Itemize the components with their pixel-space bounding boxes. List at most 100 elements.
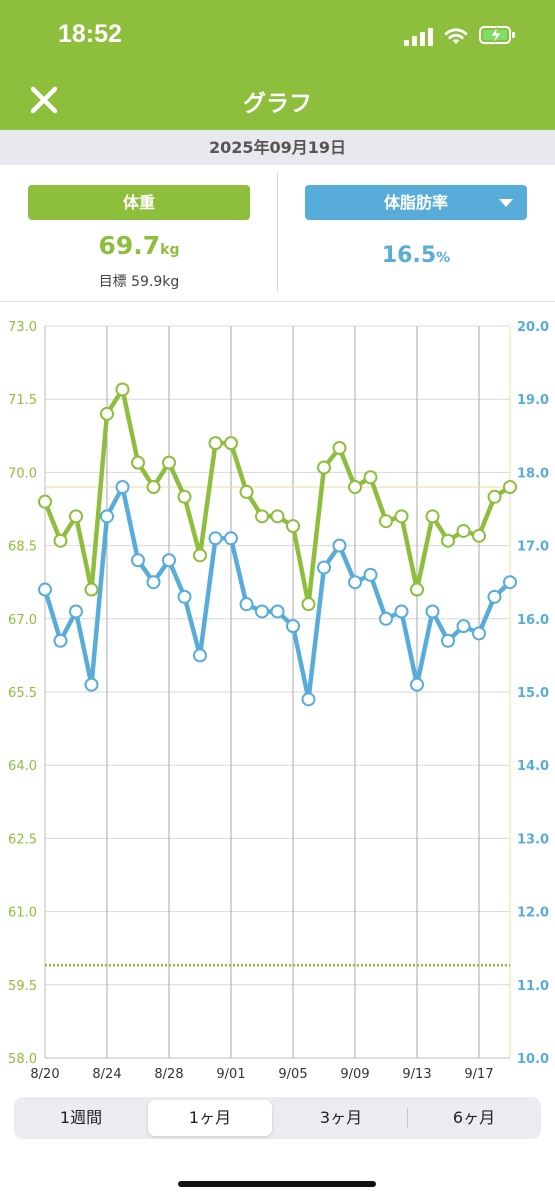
x-tick-label: 9/05 (278, 1067, 307, 1082)
weight-data-point (208, 436, 223, 451)
y-right-tick-label: 18.0 (517, 466, 549, 481)
body-fat-data-point (177, 589, 192, 604)
weight-data-point (115, 382, 130, 397)
nav-bar: グラフ (0, 72, 555, 130)
y-right-tick-label: 12.0 (517, 906, 549, 921)
body-fat-data-point (503, 575, 517, 590)
x-tick-label: 8/24 (92, 1067, 121, 1082)
y-right-tick-label: 14.0 (517, 759, 549, 774)
weight-body-fat-chart: 73.0 20.0 71.5 19.0 70.0 18.0 68.5 17.0 67.0 16.0… (8, 320, 549, 1082)
weight-data-point (38, 494, 52, 509)
page-title: グラフ (243, 91, 312, 117)
body-fat-data-point (487, 589, 502, 604)
y-left-tick-label: 73.0 (8, 320, 37, 335)
cellular-signal-icon (404, 28, 434, 46)
body-fat-data-point (332, 538, 347, 553)
y-right-tick-label: 15.0 (517, 686, 549, 701)
x-tick-label: 9/01 (216, 1067, 245, 1082)
body-fat-data-point (472, 626, 486, 641)
body-fat-data-point (162, 553, 176, 568)
weight-data-point (146, 480, 161, 495)
weight-data-point (131, 455, 145, 470)
body-fat-unit: % (436, 250, 451, 266)
tab-1-week[interactable]: 1週間 (59, 1108, 103, 1127)
x-tick-label: 9/09 (340, 1067, 369, 1082)
weight-data-point (301, 597, 316, 612)
body-fat-data-point (84, 677, 99, 692)
y-left-tick-label: 64.0 (8, 759, 37, 774)
body-fat-number: 16.5 (381, 243, 437, 268)
body-fat-data-point (224, 531, 238, 546)
y-left-tick-label: 67.0 (8, 613, 37, 628)
close-icon[interactable] (28, 84, 60, 116)
weight-data-point (472, 528, 486, 543)
weight-series-line (42, 387, 513, 607)
y-left-tick-label: 59.5 (8, 979, 37, 994)
weight-button[interactable]: 体重 (28, 185, 250, 220)
body-fat-data-point (425, 604, 440, 619)
body-fat-data-point (193, 648, 207, 663)
chevron-down-icon (499, 199, 513, 207)
weight-data-point (239, 484, 254, 499)
home-indicator (178, 1181, 376, 1187)
y-left-tick-label: 68.5 (8, 540, 37, 555)
tab-1-month[interactable]: 1ヶ月 (148, 1100, 272, 1136)
x-tick-label: 9/13 (402, 1067, 431, 1082)
weight-data-point (84, 582, 99, 597)
tab-3-months[interactable]: 3ヶ月 (319, 1108, 363, 1127)
battery-charging-icon (479, 26, 515, 44)
weight-value: 69.7kg (28, 231, 250, 260)
x-tick-label: 8/28 (154, 1067, 183, 1082)
period-tabs: 1週間 1ヶ月 3ヶ月 6ヶ月 (14, 1097, 541, 1139)
body-fat-data-point (286, 619, 300, 634)
body-fat-dropdown[interactable]: 体脂肪率 (305, 185, 527, 220)
body-fat-data-point (410, 677, 424, 692)
y-right-tick-label: 19.0 (517, 393, 549, 408)
body-fat-data-point (115, 480, 130, 495)
weight-data-point (332, 441, 347, 455)
y-right-tick-label: 13.0 (517, 832, 549, 847)
weight-data-point (286, 519, 300, 534)
y-right-tick-label: 20.0 (517, 320, 549, 335)
weight-data-point (177, 489, 192, 504)
status-bar: 18:52 (0, 0, 555, 72)
x-tick-label: 8/20 (30, 1067, 59, 1082)
weight-data-point (53, 533, 68, 548)
body-fat-data-point (317, 560, 331, 575)
y-left-tick-label: 70.0 (8, 466, 37, 481)
weight-data-point (193, 548, 207, 563)
weight-number: 69.7 (98, 231, 161, 260)
body-fat-data-point (441, 633, 455, 648)
weight-target: 目標 59.9kg (98, 274, 180, 290)
x-tick-label: 9/17 (464, 1067, 493, 1082)
body-fat-data-point (363, 567, 378, 582)
weight-data-point (503, 480, 517, 495)
body-fat-data-point (379, 611, 393, 626)
y-left-tick-label: 58.0 (8, 1052, 37, 1067)
weight-data-point (441, 533, 455, 548)
weight-data-point (379, 514, 393, 529)
weight-unit: kg (160, 242, 180, 258)
tab-6-months[interactable]: 6ヶ月 (452, 1108, 496, 1127)
y-left-tick-label: 65.5 (8, 686, 37, 701)
date-label: 2025年09月19日 (0, 130, 555, 165)
y-left-tick-label: 71.5 (8, 393, 37, 408)
weight-data-point (162, 455, 176, 470)
y-right-tick-label: 17.0 (517, 540, 549, 555)
body-fat-data-point (38, 582, 52, 597)
body-fat-data-point (239, 597, 254, 612)
y-right-tick-label: 11.0 (517, 979, 549, 994)
weight-data-point (348, 480, 362, 495)
body-fat-data-point (146, 575, 161, 590)
weight-data-point (363, 470, 378, 485)
body-fat-data-point (348, 575, 362, 590)
summary-panel: 体重 69.7kg 目標 59.9kg 体脂肪率 16.5% (0, 165, 555, 302)
body-fat-data-point (255, 604, 269, 619)
weight-data-point (270, 509, 285, 524)
weight-data-point (425, 509, 440, 524)
y-left-tick-label: 61.0 (8, 906, 37, 921)
y-right-tick-label: 10.0 (517, 1052, 549, 1067)
body-fat-data-point (270, 604, 285, 619)
body-fat-label: 体脂肪率 (383, 193, 448, 212)
body-fat-data-point (100, 509, 114, 524)
